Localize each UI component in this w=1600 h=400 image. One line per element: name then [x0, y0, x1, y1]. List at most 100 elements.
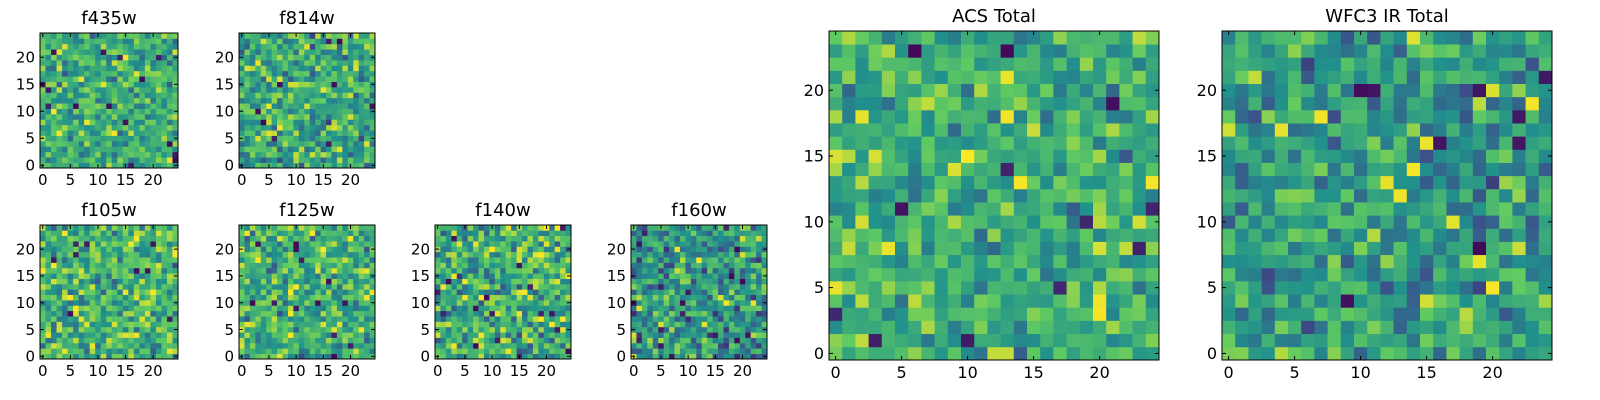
f105w-cell — [95, 235, 102, 242]
f125w-xtick-label: 0 — [237, 362, 247, 380]
f140w-cell — [522, 294, 528, 301]
f125w-cell — [353, 267, 360, 274]
f140w-cell — [478, 289, 485, 296]
f160w-cell — [636, 241, 643, 247]
f105w-cell — [150, 305, 157, 312]
f435w-cell — [62, 135, 68, 142]
f125w-cell — [309, 273, 316, 279]
f125w-ytick-label: 20 — [215, 240, 234, 258]
acs-total-xtick-label: 5 — [897, 363, 907, 382]
f160w-cell — [674, 332, 681, 338]
wfc3-ir-total-cell — [1367, 175, 1381, 190]
f160w-cell — [701, 353, 708, 360]
acs-total-cell — [1119, 57, 1133, 71]
acs-total-cell — [1106, 109, 1120, 124]
f814w-cell — [249, 97, 256, 104]
wfc3-ir-total-cell — [1327, 188, 1342, 203]
acs-total-cell — [1053, 228, 1067, 242]
f814w-cell — [266, 65, 272, 72]
f125w-cell — [271, 332, 278, 338]
f105w-cell — [128, 225, 135, 231]
acs-total-cell — [934, 136, 949, 150]
f160w-cell — [696, 305, 703, 312]
f435w-cell — [144, 49, 151, 55]
f125w-ytick-label: 10 — [215, 294, 234, 312]
f105w-xtick-label: 20 — [144, 362, 163, 380]
f435w-cell — [106, 33, 113, 39]
f105w-cell — [89, 235, 96, 242]
f814w-cell — [358, 130, 365, 136]
f160w-cell — [718, 316, 724, 322]
f160w-cell — [739, 337, 746, 344]
f105w-cell — [51, 294, 57, 301]
f125w-cell — [353, 342, 360, 349]
f160w-cell — [756, 294, 762, 301]
f125w-cell — [271, 278, 278, 285]
f160w-cell — [658, 246, 664, 253]
f125w-cell — [347, 294, 354, 301]
f105w-cell — [78, 316, 85, 322]
f140w-cell — [516, 332, 523, 338]
f105w-cell — [56, 348, 63, 354]
f435w-cell — [166, 162, 173, 169]
f435w-cell — [78, 87, 85, 93]
f140w-cell — [494, 353, 501, 360]
f435w-cell — [128, 76, 135, 82]
wfc3-ir-total-cell — [1340, 254, 1355, 269]
f435w-cell — [144, 135, 151, 142]
f160w-ytick-label: 5 — [616, 321, 626, 339]
f105w-cell — [150, 278, 157, 285]
f435w-cell — [144, 43, 151, 50]
f105w-cell — [150, 300, 157, 306]
f125w-cell — [347, 273, 354, 279]
wfc3-ir-total-cell — [1446, 188, 1460, 203]
f814w-cell — [342, 146, 349, 153]
f125w-cell — [282, 353, 289, 360]
f140w-cell — [483, 321, 490, 328]
f105w-cell — [73, 310, 79, 317]
f125w-cell — [320, 316, 327, 322]
f160w-cell — [734, 289, 741, 296]
f435w-cell — [150, 70, 157, 77]
f125w-cell — [304, 289, 311, 296]
f160w-cell — [750, 235, 757, 242]
f105w-cell — [155, 353, 162, 360]
acs-total-cell — [1027, 109, 1041, 124]
acs-total-cell — [987, 320, 1001, 335]
f435w-cell — [73, 81, 79, 88]
acs-total-cell — [895, 96, 909, 111]
f814w-cell — [271, 54, 278, 61]
f125w-cell — [342, 267, 349, 274]
f160w-cell — [739, 262, 746, 269]
f814w-cell — [277, 81, 283, 88]
f814w-cell — [249, 108, 256, 115]
f814w-cell — [369, 103, 376, 109]
f435w-cell — [100, 124, 107, 131]
f435w-cell — [155, 92, 162, 99]
wfc3-ir-total-cell — [1406, 202, 1421, 216]
f435w-cell — [117, 119, 124, 126]
acs-total-cell — [1066, 96, 1081, 111]
f814w-cell — [298, 49, 305, 55]
f105w-cell — [100, 273, 107, 279]
f125w-cell — [239, 321, 245, 328]
f125w-cell — [298, 267, 305, 274]
f435w-cell — [144, 146, 151, 153]
f140w-cell — [560, 262, 566, 269]
f435w-cell — [67, 103, 74, 109]
f105w-cell — [51, 283, 57, 290]
f814w-cell — [239, 87, 245, 93]
f125w-cell — [277, 300, 283, 306]
f160w-cell — [712, 251, 719, 258]
f814w-cell — [293, 119, 300, 126]
acs-total-cell — [829, 267, 843, 282]
f125w-cell — [282, 230, 289, 237]
acs-total-cell — [987, 228, 1001, 242]
f105w-cell — [45, 310, 52, 317]
f140w-cell — [516, 300, 523, 306]
acs-total-cell — [1066, 109, 1081, 124]
acs-total-cell — [1093, 215, 1107, 229]
f140w-cell — [462, 241, 468, 247]
f160w-cell — [745, 332, 752, 338]
f105w-cell — [40, 262, 46, 269]
